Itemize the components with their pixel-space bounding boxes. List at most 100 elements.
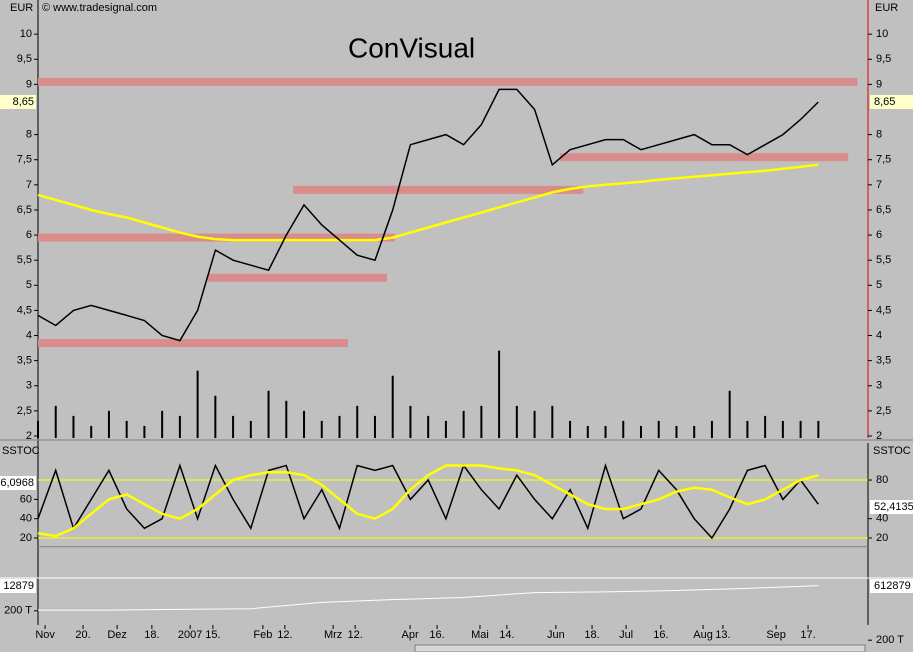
volume-bar [427,415,430,438]
y-tick-label: 20 [876,532,888,544]
volume-bar [515,405,518,438]
y-tick-label: 7,5 [876,154,891,166]
volume-bar [764,415,767,438]
volume-bar [373,415,376,438]
volume-bar [604,425,607,438]
volume-bar [462,410,465,438]
volume-bar [480,405,483,438]
resistance-band [293,185,584,194]
y-tick-label: 4,5 [17,304,32,316]
volume-bar [391,375,394,438]
volume-bar [622,420,625,438]
series-line [37,464,819,538]
volume-bar [214,395,217,438]
unit-label: EUR [10,2,33,14]
y-tick-label: 200 T [876,634,904,646]
volume-bar [249,420,252,438]
unit-label: EUR [875,2,898,14]
value-box [870,500,913,514]
y-tick-label: 2,5 [17,405,32,417]
y-tick-label: 6,5 [17,204,32,216]
value-label: 56,0968 [0,477,34,489]
last-price-label: 8,65 [874,96,895,108]
value-label: 612879 [874,580,911,592]
last-price-box [0,94,36,109]
volume-bar [586,425,589,438]
volume-bar [639,425,642,438]
y-tick-label: 9,5 [876,53,891,65]
x-tick-label: 15. [205,629,220,641]
y-tick-label: 200 T [4,605,32,617]
last-price-box [870,94,913,109]
volume-bar [728,390,731,438]
volume-bar [161,410,164,438]
scrollbar[interactable] [414,644,866,652]
x-tick-label: Jul [619,629,633,641]
volume-bar [196,370,199,438]
y-tick-label: 8 [876,129,882,141]
volume-bar [781,420,784,438]
volume-bar [657,420,660,438]
x-tick-label: 12. [347,629,362,641]
volume-bar [143,425,146,438]
volume-bar [107,410,110,438]
x-tick-label: 20. [75,629,90,641]
series-line [38,585,819,611]
volume-bar [533,410,536,438]
y-tick-label: 5 [876,279,882,291]
resistance-band [560,153,849,162]
volume-bar [498,350,501,438]
x-tick-label: Mrz [324,629,342,641]
y-tick-label: 2 [26,430,32,442]
y-tick-label: 6 [876,229,882,241]
y-tick-label: 80 [876,474,888,486]
y-tick-label: 60 [20,493,32,505]
volume-bar [675,425,678,438]
y-tick-label: 7 [26,179,32,191]
x-tick-label: Mai [471,629,489,641]
y-tick-label: 4,5 [876,304,891,316]
y-tick-label: 40 [876,513,888,525]
y-tick-label: 3,5 [876,355,891,367]
panel-label: SSTOC [2,445,40,457]
volume-bar [72,415,75,438]
x-tick-label: 2007 [178,629,202,641]
y-tick-label: 10 [20,28,32,40]
x-tick-label: 16. [653,629,668,641]
x-tick-label: 16. [429,629,444,641]
x-tick-label: 18. [584,629,599,641]
value-label: 52,4135 [874,501,913,513]
resistance-band [38,339,349,348]
y-tick-label: 2,5 [876,405,891,417]
y-tick-label: 3 [876,380,882,392]
series-line [37,88,819,342]
y-tick-label: 4 [876,329,882,341]
x-tick-label: 17. [800,629,815,641]
y-tick-label: 9 [876,78,882,90]
volume-bar [817,420,820,438]
value-box [870,579,913,594]
x-tick-label: Jun [547,629,565,641]
x-tick-label: 12. [277,629,292,641]
x-tick-label: Dez [107,629,127,641]
volume-bar [356,405,359,438]
y-tick-label: 7,5 [17,154,32,166]
x-tick-label: Apr [402,629,419,641]
value-box [0,476,36,490]
y-tick-label: 6,5 [876,204,891,216]
panel-label: SSTOC [873,445,911,457]
y-tick-label: 20 [20,532,32,544]
volume-bar [54,405,57,438]
volume-bar [285,400,288,438]
y-tick-label: 4 [26,329,32,341]
source: © www.tradesignal.com [42,2,157,14]
x-tick-label: Sep [766,629,786,641]
x-tick-label: 13. [715,629,730,641]
y-tick-label: 9,5 [17,53,32,65]
resistance-band [207,273,388,282]
y-tick-label: 5,5 [876,254,891,266]
last-price-label: 8,65 [13,96,34,108]
volume-bar [569,420,572,438]
